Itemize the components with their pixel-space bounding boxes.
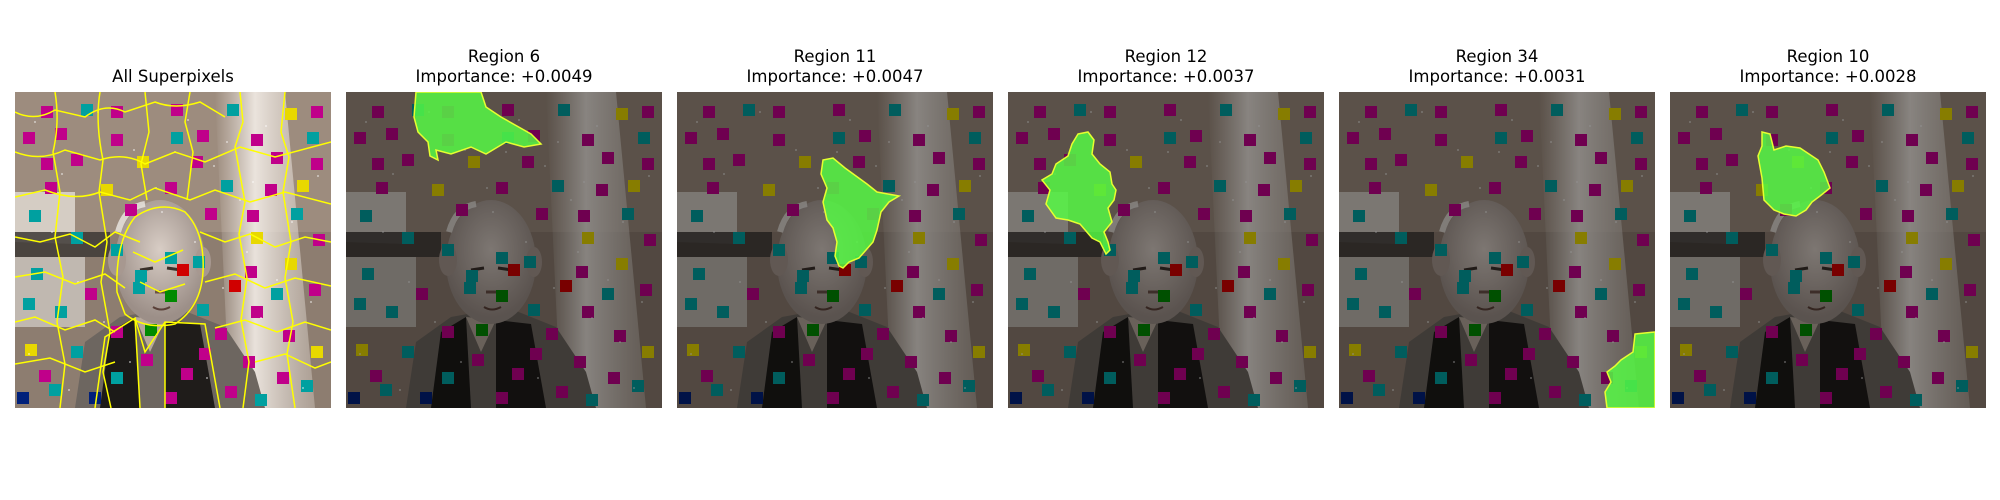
panel-subtitle: All Superpixels bbox=[112, 67, 234, 86]
region-image bbox=[346, 92, 662, 408]
panel-title: Region 34 bbox=[1455, 47, 1539, 66]
region-mask bbox=[413, 92, 543, 162]
panel-title: Region 10 bbox=[1786, 47, 1870, 66]
panel-title: Region 6 bbox=[467, 47, 541, 66]
panel-title: Region 11 bbox=[793, 47, 877, 66]
region-image bbox=[1339, 92, 1655, 408]
region-mask bbox=[1757, 131, 1831, 217]
panel-subtitle: Importance: +0.0049 bbox=[415, 67, 593, 86]
panel-title: Region 12 bbox=[1124, 47, 1208, 66]
panel-subtitle: Importance: +0.0028 bbox=[1739, 67, 1917, 86]
panel-subtitle: Importance: +0.0031 bbox=[1408, 67, 1586, 86]
superpixel-boundaries bbox=[15, 92, 331, 408]
region-image bbox=[1670, 92, 1986, 408]
region-mask bbox=[1040, 131, 1117, 256]
panel-subtitle: Importance: +0.0037 bbox=[1077, 67, 1255, 86]
region-mask bbox=[1604, 331, 1655, 408]
panel-subtitle: Importance: +0.0047 bbox=[746, 67, 924, 86]
superpixel-image bbox=[15, 92, 331, 408]
region-mask bbox=[820, 157, 902, 269]
region-image bbox=[1008, 92, 1324, 408]
region-image bbox=[677, 92, 993, 408]
